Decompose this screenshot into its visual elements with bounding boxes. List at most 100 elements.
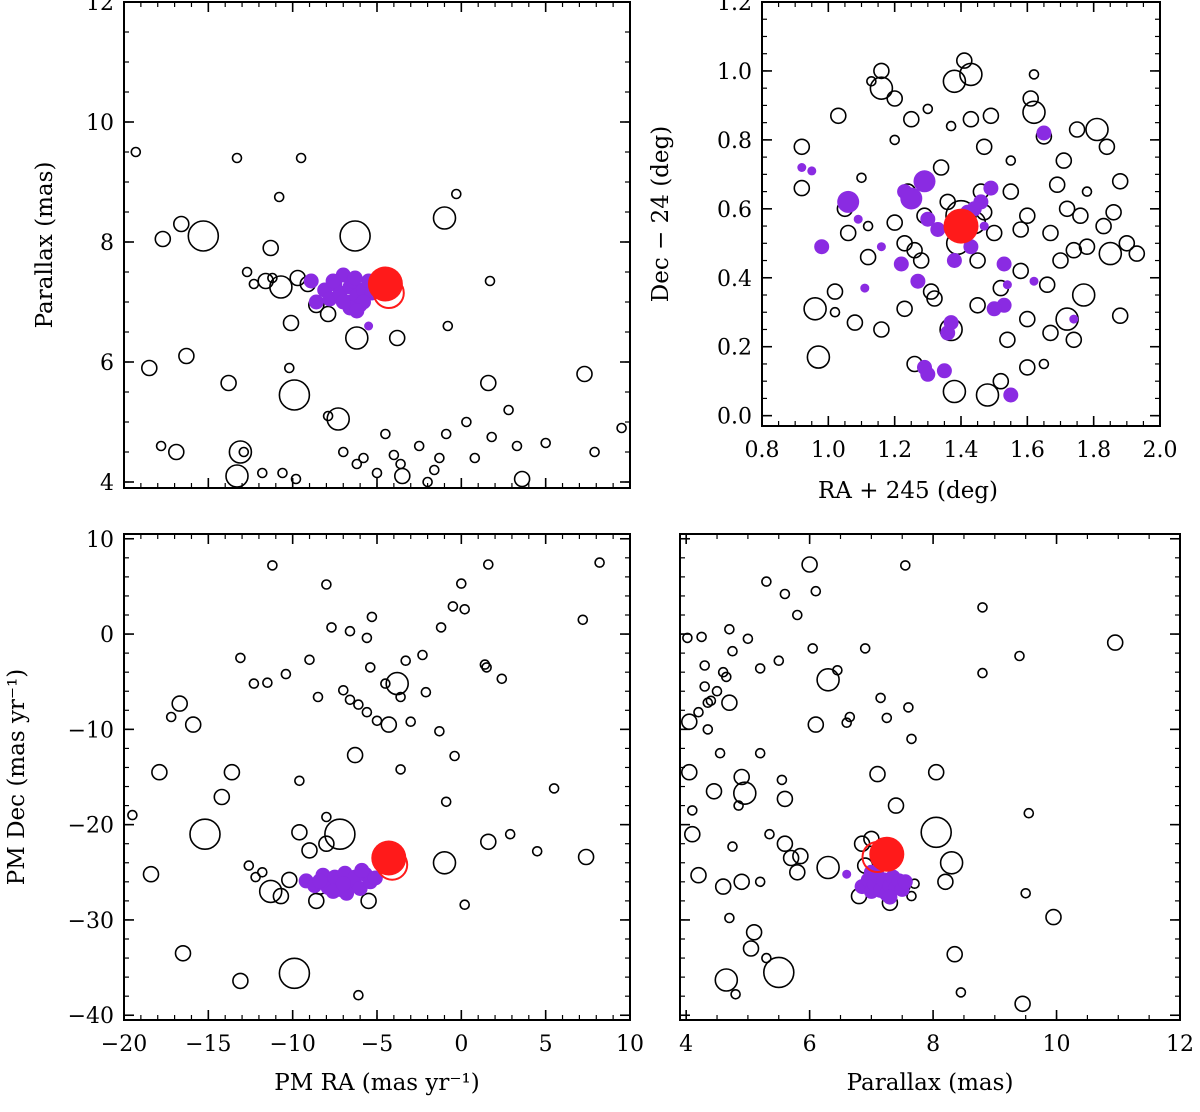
point-field-36 [326, 622, 337, 633]
point-members-19 [349, 303, 365, 319]
point-field-8 [702, 724, 714, 735]
xtick-label-0: 4 [679, 1032, 693, 1057]
point-members-0 [797, 163, 807, 172]
point-field-31 [442, 320, 454, 332]
point-field-64 [434, 725, 445, 737]
point-field-58 [353, 699, 364, 710]
point-field-53 [920, 816, 953, 849]
point-field-30 [235, 652, 246, 664]
point-field-1 [793, 179, 811, 197]
point-field-62 [405, 716, 417, 728]
panel-bottom-right-xlabel: Parallax (mas) [847, 1070, 1014, 1096]
panel-top-left: 4 6 8 10 12 Parallax (mas) [32, 0, 631, 496]
point-field-7 [228, 440, 253, 464]
point-field-24 [754, 747, 766, 759]
point-field-65 [449, 750, 460, 762]
point-field-59 [361, 706, 373, 718]
point-members-20 [963, 239, 979, 255]
point-field-22 [576, 365, 593, 383]
point-field-3 [806, 345, 831, 369]
point-field-39 [241, 266, 253, 278]
point-field-38 [361, 632, 373, 644]
point-field-82 [1005, 155, 1017, 166]
point-field-21 [324, 818, 356, 851]
point-field-42 [853, 835, 871, 853]
point-field-31 [248, 678, 260, 689]
panel-top-right: 0.8 1.0 1.2 1.4 1.6 1.8 2.0 0.0 0.2 0.4 0.6 0.8 1.0 1… [648, 0, 1178, 504]
point-field-41 [277, 467, 288, 479]
point-field-16 [291, 823, 308, 841]
ytick-label-0: 0.0 [717, 405, 752, 430]
point-field-11 [269, 275, 293, 299]
point-field-8 [223, 763, 241, 781]
xtick-label-1: 6 [803, 1032, 817, 1057]
point-field-15 [886, 90, 904, 107]
point-field-82 [779, 588, 791, 600]
point-field-58 [955, 987, 967, 998]
point-field-35 [616, 422, 627, 434]
point-members-16 [312, 873, 328, 889]
point-field-59 [1055, 152, 1073, 169]
xtick-label-0: 0.8 [745, 438, 780, 463]
point-field-70 [1098, 138, 1116, 156]
point-field-33 [540, 437, 552, 449]
point-field-54 [594, 557, 605, 568]
xtick-label-4: 1.6 [1010, 438, 1045, 463]
point-field-8 [225, 464, 249, 488]
ytick-label-0: 4 [100, 471, 114, 496]
point-field-67 [395, 764, 406, 775]
point-members-6 [876, 242, 886, 252]
point-members-17 [335, 876, 351, 892]
point-field-12 [258, 879, 283, 904]
point-field-28 [273, 191, 285, 203]
point-members-17 [364, 321, 374, 331]
point-field-72 [773, 655, 785, 667]
point-field-46 [1012, 221, 1030, 238]
point-field-2 [165, 711, 177, 723]
point-field-69 [353, 989, 364, 1001]
point-field-37 [807, 716, 825, 733]
point-field-71 [754, 663, 766, 674]
point-field-77 [873, 321, 890, 338]
point-target-1 [371, 840, 407, 876]
point-field-30 [484, 275, 496, 287]
point-field-60 [371, 715, 383, 727]
point-field-50 [903, 702, 914, 713]
point-field-35 [801, 556, 818, 573]
point-members-11 [913, 170, 936, 193]
point-field-13 [272, 887, 290, 905]
panel-bottom-right-marks [680, 556, 1124, 1013]
point-field-37 [178, 347, 195, 365]
point-field-63 [420, 686, 432, 698]
point-field-16 [326, 407, 351, 431]
point-field-4 [683, 825, 701, 843]
point-members-24 [983, 180, 999, 196]
point-field-7 [699, 660, 711, 671]
point-members-19 [946, 253, 962, 268]
point-field-46 [413, 440, 425, 452]
point-field-72 [364, 662, 376, 673]
xtick-label-3: 1.4 [944, 438, 979, 463]
point-field-86 [717, 666, 729, 678]
point-field-31 [776, 835, 794, 853]
xtick-label-5: 1.8 [1076, 438, 1111, 463]
panel-bottom-left-ticks: −20 −15 −10 −5 0 5 10 −40 −30 −20 −10 0 10 [68, 528, 644, 1057]
point-field-43 [393, 467, 411, 485]
point-field-48 [440, 428, 452, 440]
point-field-61 [380, 716, 398, 733]
point-field-19 [902, 110, 920, 128]
ytick-label-5: 1.0 [717, 60, 752, 85]
point-field-1 [680, 713, 698, 731]
point-field-40 [380, 678, 391, 689]
point-field-85 [1065, 331, 1083, 349]
point-field-83 [724, 623, 735, 635]
panel-bottom-right-ticks: 4 6 8 10 12 [679, 534, 1194, 1057]
point-field-74 [479, 659, 491, 670]
xtick-label-6: 10 [616, 1032, 644, 1057]
point-field-39 [816, 667, 840, 692]
point-field-81 [992, 372, 1010, 390]
point-field-14 [873, 62, 890, 80]
ytick-label-2: 8 [100, 231, 114, 256]
xtick-label-1: −15 [185, 1032, 231, 1057]
